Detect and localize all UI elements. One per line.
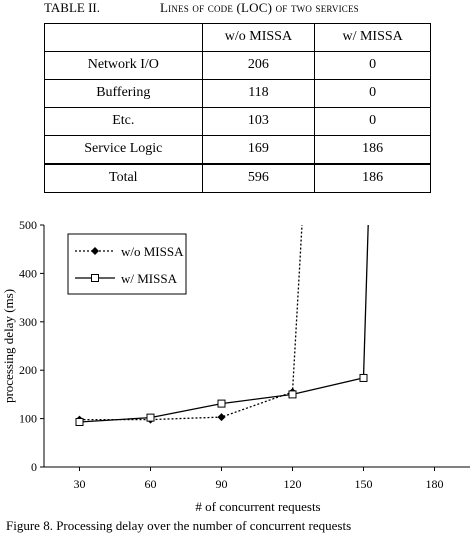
table-row: Network I/O 206 0 — [44, 50, 431, 80]
table-caption: TABLE II. Lines of code (LOC) of two ser… — [0, 0, 474, 18]
legend-box — [67, 233, 187, 295]
table-header-cell: w/o MISSA — [201, 23, 316, 52]
series-line-0 — [79, 224, 303, 421]
table-row: Etc. 103 0 — [44, 106, 431, 136]
table-title: Lines of code (LOC) of two services — [160, 0, 359, 15]
x-tick-label: 90 — [216, 477, 228, 491]
data-point-square — [359, 373, 368, 382]
series-line-1 — [79, 224, 369, 423]
legend-diamond-marker — [91, 247, 99, 255]
chart-ticks: 0 100 200 300 400 500 30 60 90 120 150 180 — [19, 218, 444, 491]
x-tick-label: 120 — [284, 477, 302, 491]
table-cell: 596 — [201, 162, 316, 193]
legend-label: w/o MISSA — [121, 244, 184, 259]
x-axis-label: # of concurrent requests — [195, 499, 320, 514]
chart-markers — [75, 373, 368, 426]
x-tick-label: 150 — [355, 477, 373, 491]
data-point-square — [288, 390, 297, 399]
table-cell: 103 — [201, 106, 316, 136]
table-number: TABLE II. — [44, 0, 100, 15]
data-point-square — [146, 413, 155, 422]
chart-series — [79, 224, 369, 423]
table-cell: 169 — [201, 134, 316, 165]
table-cell: 186 — [314, 134, 431, 165]
table-header-row: w/o MISSA w/ MISSA — [44, 23, 431, 52]
table-row-total: Total 596 186 — [44, 162, 431, 193]
y-tick-label: 100 — [19, 412, 37, 426]
table-cell: 0 — [314, 106, 431, 136]
figure-caption: Figure 8. Processing delay over the numb… — [6, 518, 352, 533]
table-row: Buffering 118 0 — [44, 78, 431, 108]
table-cell: Etc. — [44, 106, 203, 136]
y-axis-label: processing delay (ms) — [1, 289, 16, 403]
table-cell: Service Logic — [44, 134, 203, 165]
y-tick-label: 500 — [19, 218, 37, 232]
table-header-cell — [44, 23, 203, 52]
table-cell: 186 — [314, 162, 431, 193]
delay-chart: 0 100 200 300 400 500 30 60 90 120 150 180 w/o MISS… — [1, 218, 470, 514]
legend-label: w/ MISSA — [121, 271, 178, 286]
chart-axes — [43, 225, 470, 468]
y-tick-label: 300 — [19, 315, 37, 329]
legend-square-marker — [91, 274, 99, 282]
data-point-square — [217, 399, 226, 408]
table-row: Service Logic 169 186 — [44, 134, 431, 165]
chart-legend: w/o MISSA w/ MISSA — [67, 233, 187, 295]
table-header-cell: w/ MISSA — [314, 23, 431, 52]
data-point-diamond — [217, 413, 226, 422]
loc-table: w/o MISSA w/ MISSA Network I/O 206 0 Buf… — [44, 23, 431, 193]
x-tick-label: 30 — [74, 477, 86, 491]
data-point-square — [75, 417, 84, 426]
table-cell: 206 — [201, 50, 316, 80]
x-tick-label: 60 — [145, 477, 157, 491]
y-tick-label: 400 — [19, 266, 37, 280]
y-tick-label: 0 — [31, 460, 37, 474]
table-cell: Network I/O — [44, 50, 203, 80]
table-cell: 118 — [201, 78, 316, 108]
table-cell: 0 — [314, 50, 431, 80]
table-cell: 0 — [314, 78, 431, 108]
table-cell: Total — [44, 162, 203, 193]
x-tick-label: 180 — [426, 477, 444, 491]
table-cell: Buffering — [44, 78, 203, 108]
y-tick-label: 200 — [19, 363, 37, 377]
